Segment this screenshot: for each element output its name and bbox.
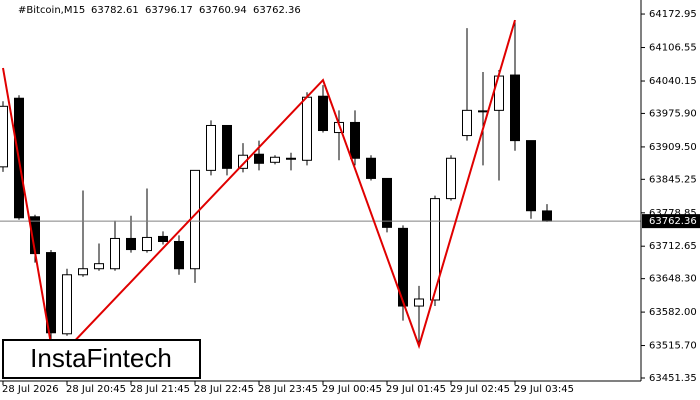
header-high: 63796.17 [145,5,193,16]
candle-body [302,96,312,161]
symbol: #Bitcoin,M15 [18,5,85,16]
candle-body [270,156,280,163]
x-tick-label: 28 Jul 21:45 [130,384,190,395]
x-tick-label: 28 Jul 20:45 [66,384,126,395]
candle-body [446,157,456,200]
candle-body [0,105,8,168]
x-tick-label: 29 Jul 02:45 [450,384,510,395]
y-tick-label: 63712.65 [649,241,697,252]
candle-body [158,235,168,242]
candle-body [174,240,184,270]
candle-body [318,95,328,132]
header-open: 63782.61 [91,5,139,16]
x-tick-label: 29 Jul 01:45 [386,384,446,395]
candle-body [126,237,136,251]
candle-body [222,124,232,169]
candle-body [190,169,200,270]
candle-body [238,154,248,169]
pattern-line [2,19,516,365]
candle-body [478,110,488,113]
header-low: 63760.94 [199,5,247,16]
candle-body [142,236,152,252]
x-tick-label: 28 Jul 22:45 [194,384,254,395]
y-tick-label: 63778.85 [649,208,697,219]
logo-box [2,339,201,379]
y-tick-label: 63909.50 [649,142,697,153]
candle-body [206,124,216,171]
candle-body [110,237,120,270]
candle-body [94,263,104,270]
x-tick-label: 28 Jul 2026 [2,384,59,395]
candle-body [254,153,264,164]
candle-body [350,121,360,159]
y-tick-label: 63451.35 [649,373,697,384]
x-tick-label: 28 Jul 23:45 [258,384,318,395]
y-tick-label: 64106.55 [649,43,697,54]
x-tick-label: 29 Jul 00:45 [322,384,382,395]
candle-body [462,109,472,137]
candle-body [62,274,72,335]
candle-body [542,210,552,222]
y-tick-label: 63515.70 [649,341,697,352]
candle-body [398,227,408,307]
candle-body [526,140,536,212]
price-label: 63762.36 [649,216,697,227]
y-tick-label: 63975.90 [649,108,697,119]
price-label-box [642,214,700,229]
candle-body [286,157,296,160]
y-tick-label: 63845.25 [649,174,697,185]
candle-body [382,177,392,228]
candle-body [414,298,424,307]
candle-body [494,75,504,111]
logo: InstaFintech [30,343,172,373]
header: #Bitcoin,M15 63782.61 63796.17 63760.94 … [18,5,301,16]
y-tick-label: 64172.95 [649,9,697,20]
candle-body [510,74,520,142]
candle-body [430,198,440,301]
candle-body [78,268,88,276]
y-tick-label: 64040.15 [649,76,697,87]
header-close: 63762.36 [253,5,301,16]
y-tick-label: 63582.00 [649,307,697,318]
x-tick-label: 29 Jul 03:45 [514,384,574,395]
candle-body [46,252,56,334]
y-tick-label: 63648.30 [649,274,697,285]
candle-body [366,157,376,179]
